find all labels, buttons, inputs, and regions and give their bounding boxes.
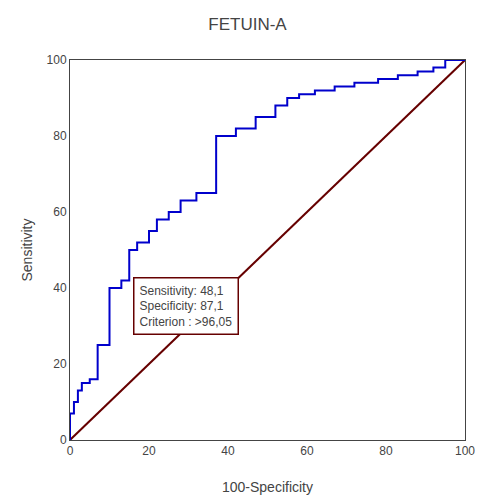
svg-text:80: 80 — [379, 444, 393, 458]
svg-text:40: 40 — [221, 444, 235, 458]
svg-text:60: 60 — [53, 205, 67, 219]
svg-text:80: 80 — [53, 129, 67, 143]
svg-text:100-Specificity: 100-Specificity — [222, 479, 313, 495]
svg-text:20: 20 — [142, 444, 156, 458]
svg-text:60: 60 — [300, 444, 314, 458]
svg-text:Sensitivity: Sensitivity — [19, 218, 35, 281]
svg-text:100: 100 — [455, 444, 475, 458]
svg-text:20: 20 — [53, 357, 67, 371]
svg-text:FETUIN-A: FETUIN-A — [208, 15, 287, 34]
svg-text:0: 0 — [60, 433, 67, 447]
svg-text:0: 0 — [67, 444, 74, 458]
svg-text:100: 100 — [47, 53, 67, 67]
svg-text:Sensitivity: 48,1Specificity:: Sensitivity: 48,1Specificity: 87,1Criter… — [140, 284, 233, 329]
svg-text:40: 40 — [53, 281, 67, 295]
